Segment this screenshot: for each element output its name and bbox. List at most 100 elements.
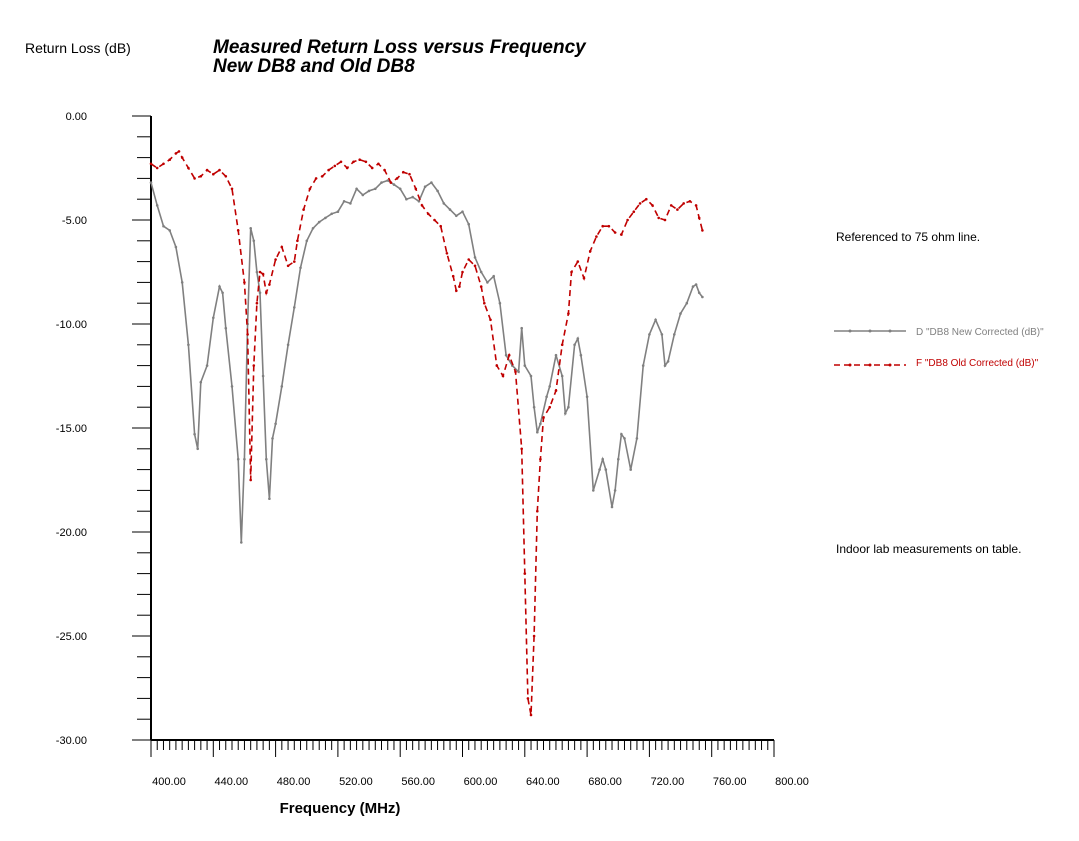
x-tick-label: 440.00 [214,776,248,788]
series-point-1 [149,162,153,166]
series-point-1 [261,272,265,276]
series-point-1 [501,374,505,378]
series-point-1 [258,270,262,274]
series-point-1 [582,276,586,280]
series-point-0 [212,316,215,320]
series-point-1 [274,258,277,261]
series-point-0 [517,370,520,374]
legend-marker-0 [848,329,852,333]
series-point-1 [455,289,458,293]
x-tick-label: 400.00 [152,776,186,788]
series-point-1 [339,160,343,164]
series-point-1 [473,264,477,268]
series-point-0 [576,337,580,340]
annotation-reference: Referenced to 75 ohm line. [836,230,980,244]
series-point-0 [685,301,689,305]
series-point-0 [374,187,377,191]
series-point-0 [673,333,676,336]
series-point-0 [342,200,346,203]
series-point-1 [286,264,290,268]
series-point-0 [268,497,271,501]
series-point-1 [180,156,184,159]
series-point-1 [669,204,673,207]
series-point-1 [199,175,203,178]
series-point-0 [155,204,159,207]
series-point-1 [560,343,564,347]
series-point-0 [579,353,583,357]
annotation-lab: Indoor lab measurements on table. [836,542,1021,556]
series-point-1 [252,364,256,367]
legend-marker-0 [888,329,892,333]
series-point-0 [567,405,570,409]
series-point-0 [218,285,221,288]
series-point-1 [495,364,499,367]
series-point-1 [694,204,698,207]
series-point-0 [174,245,178,249]
series-point-0 [504,353,508,357]
series-line-1 [150,150,704,716]
series-point-0 [610,505,614,509]
series-point-0 [697,291,701,295]
series-point-1 [327,168,330,172]
series-point-0 [380,181,383,184]
series-point-1 [483,301,486,305]
series-point-0 [532,405,536,409]
series-point-1 [302,208,305,211]
series-point-1 [479,285,483,288]
series-point-1 [205,168,209,172]
series-point-1 [265,291,268,295]
series-point-0 [162,224,165,228]
series-point-0 [629,468,632,471]
series-point-0 [585,395,589,399]
series-point-0 [324,216,327,220]
series-point-1 [345,166,349,170]
series-point-1 [532,634,536,638]
y-tick-label: -30.00 [56,735,87,747]
x-tick-label: 520.00 [339,776,373,788]
series-point-0 [423,185,427,188]
series-point-0 [243,457,246,461]
series-point-0 [236,457,240,461]
series-point-1 [314,177,318,180]
series-point-0 [240,541,243,544]
y-tick-label: -25.00 [56,631,87,643]
series-point-0 [261,374,265,378]
series-point-1 [246,333,249,336]
series-point-1 [193,177,196,180]
series-point-1 [514,370,517,374]
series-point-0 [252,239,256,243]
series-point-1 [364,160,368,164]
series-point-0 [492,274,496,278]
x-tick-label: 640.00 [526,776,560,788]
series-point-0 [654,318,657,322]
series-point-0 [691,285,695,288]
x-tick-label: 760.00 [713,776,747,788]
series-point-1 [370,166,374,170]
series-point-0 [258,291,262,295]
series-point-0 [479,270,483,274]
series-point-1 [682,202,685,205]
series-point-0 [598,468,601,471]
legend-marker-1 [888,363,892,367]
series-point-0 [520,326,523,330]
series-point-0 [196,447,199,451]
x-tick-label: 600.00 [464,776,498,788]
series-point-0 [255,270,259,274]
series-point-0 [367,189,371,193]
series-point-0 [539,422,542,426]
series-point-1 [439,224,443,228]
series-point-1 [458,285,461,288]
series-point-1 [451,274,455,278]
series-point-1 [489,318,492,322]
series-point-1 [162,162,165,166]
series-point-0 [349,202,352,205]
series-point-0 [417,200,421,203]
series-point-1 [433,218,436,222]
chart-subtitle: New DB8 and Old DB8 [213,56,415,77]
series-point-0 [564,412,567,415]
series-point-0 [486,281,489,284]
series-point-1 [402,170,405,174]
series-point-1 [651,204,654,207]
series-point-1 [536,509,539,513]
series-point-0 [274,422,277,426]
